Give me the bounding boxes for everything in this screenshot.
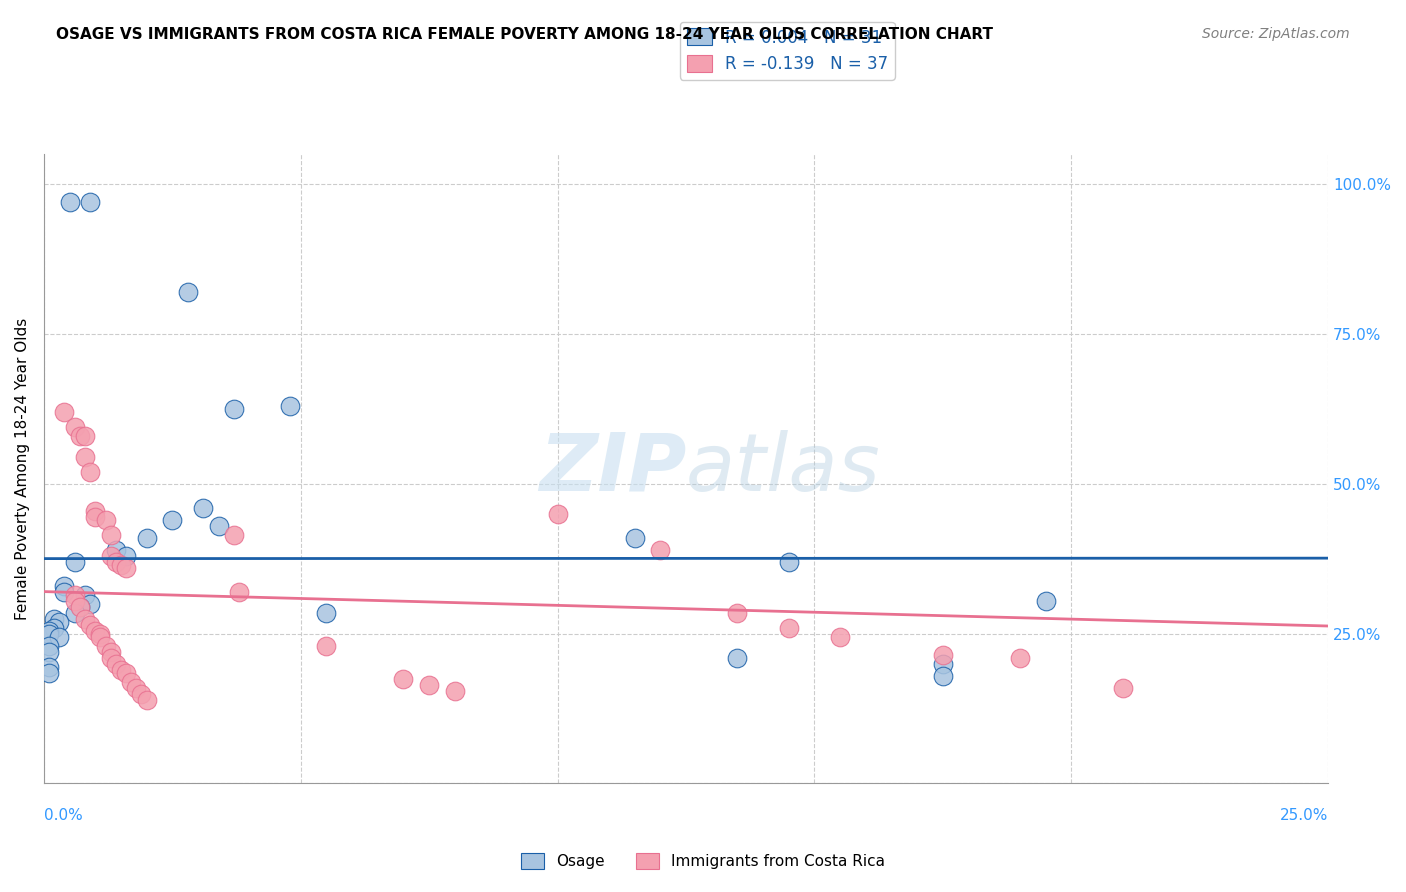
Point bbox=[38, 624, 60, 638]
Point bbox=[131, 687, 153, 701]
Point bbox=[110, 663, 132, 677]
Point bbox=[120, 674, 142, 689]
Point bbox=[650, 542, 672, 557]
Point bbox=[73, 611, 96, 625]
Point bbox=[89, 630, 111, 644]
Text: Source: ZipAtlas.com: Source: ZipAtlas.com bbox=[1202, 27, 1350, 41]
Text: 0.0%: 0.0% bbox=[44, 808, 83, 823]
Text: atlas: atlas bbox=[686, 430, 880, 508]
Text: ZIP: ZIP bbox=[538, 430, 686, 508]
Point bbox=[830, 630, 852, 644]
Y-axis label: Female Poverty Among 18-24 Year Olds: Female Poverty Among 18-24 Year Olds bbox=[15, 318, 30, 620]
Point bbox=[1008, 650, 1031, 665]
Point bbox=[79, 194, 101, 209]
Point bbox=[392, 672, 415, 686]
Point bbox=[44, 611, 66, 625]
Point bbox=[100, 650, 122, 665]
Point bbox=[69, 599, 91, 614]
Point bbox=[191, 500, 214, 515]
Point bbox=[1393, 683, 1406, 698]
Point bbox=[79, 597, 101, 611]
Point bbox=[932, 648, 955, 662]
Point bbox=[44, 621, 66, 635]
Point bbox=[932, 657, 955, 671]
Point bbox=[73, 588, 96, 602]
Point bbox=[38, 665, 60, 680]
Point bbox=[104, 657, 127, 671]
Point bbox=[932, 668, 955, 682]
Point bbox=[100, 527, 122, 541]
Point bbox=[53, 578, 76, 592]
Point bbox=[100, 644, 122, 658]
Point bbox=[623, 531, 645, 545]
Point bbox=[84, 509, 107, 524]
Point bbox=[63, 419, 86, 434]
Text: 25.0%: 25.0% bbox=[1279, 808, 1329, 823]
Point bbox=[63, 606, 86, 620]
Point bbox=[115, 560, 138, 574]
Point bbox=[94, 513, 117, 527]
Point bbox=[547, 507, 569, 521]
Point bbox=[1035, 593, 1057, 607]
Point bbox=[79, 465, 101, 479]
Point bbox=[63, 593, 86, 607]
Legend: R = 0.004   N = 31, R = -0.139   N = 37: R = 0.004 N = 31, R = -0.139 N = 37 bbox=[681, 21, 894, 79]
Point bbox=[280, 399, 302, 413]
Point bbox=[63, 555, 86, 569]
Point bbox=[73, 428, 96, 442]
Point bbox=[89, 626, 111, 640]
Point bbox=[73, 450, 96, 464]
Point bbox=[38, 639, 60, 653]
Point bbox=[84, 624, 107, 638]
Point bbox=[38, 644, 60, 658]
Point bbox=[53, 584, 76, 599]
Point bbox=[125, 681, 148, 695]
Point bbox=[135, 692, 157, 706]
Point bbox=[110, 558, 132, 572]
Point bbox=[69, 599, 91, 614]
Point bbox=[207, 518, 229, 533]
Point bbox=[58, 194, 80, 209]
Point bbox=[104, 555, 127, 569]
Point bbox=[94, 639, 117, 653]
Point bbox=[84, 503, 107, 517]
Point bbox=[53, 405, 76, 419]
Point bbox=[444, 683, 467, 698]
Point bbox=[222, 527, 245, 541]
Point bbox=[778, 621, 800, 635]
Point bbox=[315, 639, 337, 653]
Point bbox=[63, 588, 86, 602]
Point bbox=[38, 626, 60, 640]
Point bbox=[135, 531, 157, 545]
Point bbox=[48, 630, 70, 644]
Point bbox=[162, 513, 184, 527]
Point bbox=[48, 615, 70, 629]
Point bbox=[315, 606, 337, 620]
Point bbox=[79, 617, 101, 632]
Point bbox=[177, 285, 200, 299]
Point bbox=[115, 549, 138, 563]
Point bbox=[104, 542, 127, 557]
Point bbox=[725, 606, 748, 620]
Text: OSAGE VS IMMIGRANTS FROM COSTA RICA FEMALE POVERTY AMONG 18-24 YEAR OLDS CORRELA: OSAGE VS IMMIGRANTS FROM COSTA RICA FEMA… bbox=[56, 27, 993, 42]
Point bbox=[778, 555, 800, 569]
Point bbox=[1111, 681, 1133, 695]
Point bbox=[69, 428, 91, 442]
Point bbox=[222, 401, 245, 416]
Point bbox=[725, 650, 748, 665]
Legend: Osage, Immigrants from Costa Rica: Osage, Immigrants from Costa Rica bbox=[515, 847, 891, 875]
Point bbox=[115, 665, 138, 680]
Point bbox=[38, 659, 60, 673]
Point bbox=[228, 584, 250, 599]
Point bbox=[100, 549, 122, 563]
Point bbox=[418, 677, 440, 691]
